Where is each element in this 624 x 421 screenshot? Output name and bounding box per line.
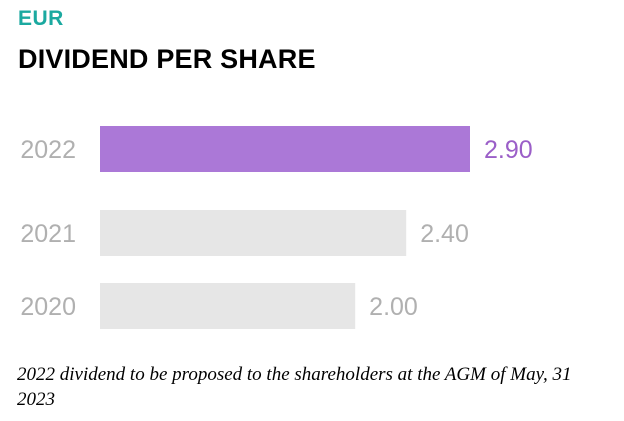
bar-2021 bbox=[100, 210, 407, 256]
category-label-2020: 2020 bbox=[20, 293, 76, 321]
value-label-2022: 2.90 bbox=[484, 136, 533, 164]
value-label-2021: 2.40 bbox=[420, 220, 469, 248]
bar-2022 bbox=[100, 126, 470, 172]
value-label-2020: 2.00 bbox=[369, 293, 418, 321]
footnote: 2022 dividend to be proposed to the shar… bbox=[17, 364, 572, 410]
bar-2020 bbox=[100, 283, 356, 329]
bar-chart: 2022 2.90 2021 2.40 2020 2.00 bbox=[20, 126, 533, 329]
category-label-2021: 2021 bbox=[20, 220, 76, 248]
chart-title: DIVIDEND PER SHARE bbox=[18, 44, 316, 74]
currency-label: EUR bbox=[18, 7, 64, 30]
category-label-2022: 2022 bbox=[20, 136, 76, 164]
